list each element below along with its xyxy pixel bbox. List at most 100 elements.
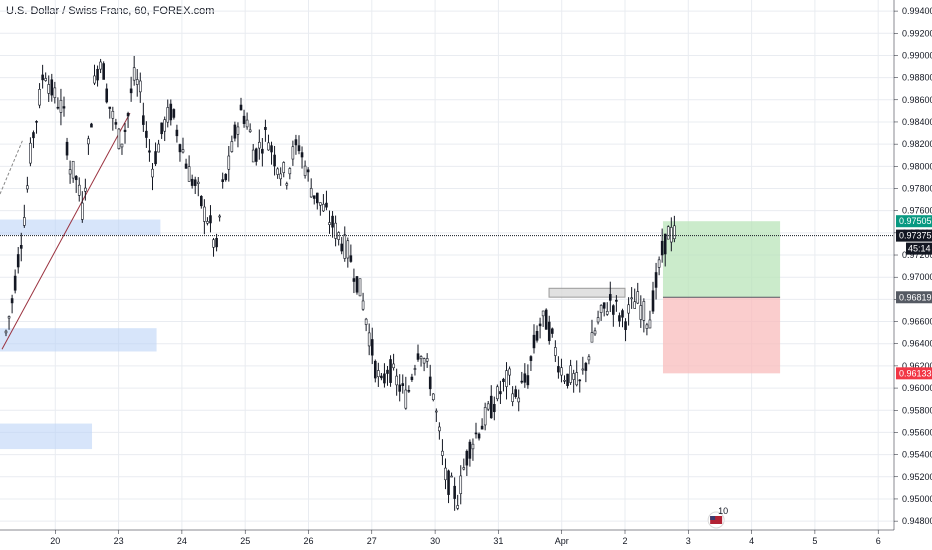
countdown-bg [906, 242, 932, 255]
flag-stripes [710, 516, 723, 524]
price-tick-label: 0.99000 [902, 50, 932, 60]
take-profit-badge-label: 0.97505 [899, 216, 932, 226]
trendlines[interactable] [0, 112, 131, 350]
profit-zone[interactable] [662, 221, 781, 298]
price-tick-label: 0.97200 [902, 250, 932, 260]
candle-body [627, 304, 630, 314]
candle-body [206, 221, 209, 224]
candle-body [477, 433, 481, 439]
candle-body [227, 155, 231, 170]
price-tick-label: 0.97600 [902, 206, 932, 216]
gray-zone[interactable] [548, 287, 626, 298]
candle-body [355, 276, 359, 293]
price-tick-label: 0.99400 [902, 6, 932, 16]
blue-zone[interactable] [0, 328, 157, 352]
blue-zone[interactable] [0, 219, 161, 236]
candle-body [456, 505, 459, 509]
loss-zone[interactable] [662, 297, 781, 374]
candle-body [608, 294, 612, 301]
trendline[interactable] [1, 112, 131, 350]
time-axis[interactable]: 20 23 24 25 26 27 30 31 Apr 2 3 4 5 6 [0, 529, 894, 546]
price-tick-label: 0.97800 [902, 183, 932, 193]
candle-body [670, 227, 673, 243]
candle-body [529, 356, 533, 361]
candle-body [404, 389, 408, 409]
candle-body [673, 225, 676, 240]
time-tick-label: 25 [240, 536, 250, 546]
stop-loss-badge-bg [896, 367, 932, 380]
candle-body [651, 290, 655, 312]
candle-body [660, 240, 664, 256]
candle-body [654, 272, 658, 288]
candle-body [90, 123, 93, 128]
price-tick-label: 0.95200 [902, 472, 932, 482]
candle-body [26, 185, 29, 190]
candle-body [663, 233, 667, 255]
candle-body [578, 379, 582, 382]
candle-body [215, 237, 218, 248]
candle-body [10, 298, 14, 304]
candle-body [450, 475, 453, 478]
price-tick-label: 0.96200 [902, 361, 932, 371]
candle-body [395, 375, 398, 386]
candle-body [224, 173, 228, 181]
candle-body [560, 367, 563, 376]
candle-body [346, 240, 350, 259]
stop-loss-badge-label: 0.96133 [899, 368, 932, 378]
candle-body [590, 332, 594, 343]
candle-body [261, 148, 264, 154]
candle-body [35, 121, 38, 123]
candle-body [544, 309, 548, 330]
candle-body [53, 87, 57, 98]
price-tick-label: 0.96600 [902, 317, 932, 327]
candle-body [151, 168, 154, 178]
candle-body [87, 138, 90, 145]
current-price-badge-bg [896, 229, 932, 242]
candle-body [364, 318, 368, 325]
candle-body [465, 450, 469, 466]
price-tick-label: 0.98800 [902, 73, 932, 83]
candle-body [547, 321, 551, 342]
candle-body [566, 373, 569, 387]
candle-body [50, 79, 54, 96]
candle-body [422, 358, 426, 364]
dashed-trendline[interactable] [0, 140, 23, 195]
candle-body [389, 359, 392, 383]
blue-zone[interactable] [0, 423, 93, 450]
candle-body [612, 305, 615, 315]
price-axis[interactable]: 0.99400 0.99200 0.99000 0.98800 0.98600 0.984… [893, 0, 932, 530]
candle-body [325, 202, 328, 208]
candle-body [84, 187, 87, 192]
supply-demand-zones[interactable] [0, 219, 626, 450]
time-tick-label: 27 [367, 536, 377, 546]
candle-body [138, 80, 142, 93]
candle-body [62, 106, 66, 109]
candle-body [184, 163, 188, 169]
economic-event-marker[interactable]: 10 [707, 506, 728, 529]
candle-body [441, 450, 444, 456]
candle-body [401, 383, 405, 386]
candle-body [142, 115, 145, 125]
candle-body [587, 356, 591, 361]
candle-body [254, 148, 258, 162]
time-tick-label: 3 [686, 536, 691, 546]
flag-canton [710, 516, 716, 520]
time-tick-label: 24 [177, 536, 187, 546]
candle-body [523, 373, 527, 383]
candle-body [297, 145, 301, 152]
candle-body [334, 222, 337, 239]
candle-body [291, 146, 295, 160]
candle-body [447, 470, 450, 495]
candle-body [16, 254, 20, 268]
candle-body [602, 302, 606, 309]
candle-body [630, 297, 633, 300]
candle-body [557, 366, 560, 373]
candle-body [380, 375, 383, 379]
price-badges: 0.97505 0.97375 0.96819 0.96133 45:14 [896, 215, 932, 380]
candle-body [251, 149, 255, 163]
candles[interactable] [4, 55, 676, 511]
long-position-tool[interactable] [662, 221, 781, 374]
candle-body [267, 142, 270, 151]
candle-body [288, 168, 292, 175]
